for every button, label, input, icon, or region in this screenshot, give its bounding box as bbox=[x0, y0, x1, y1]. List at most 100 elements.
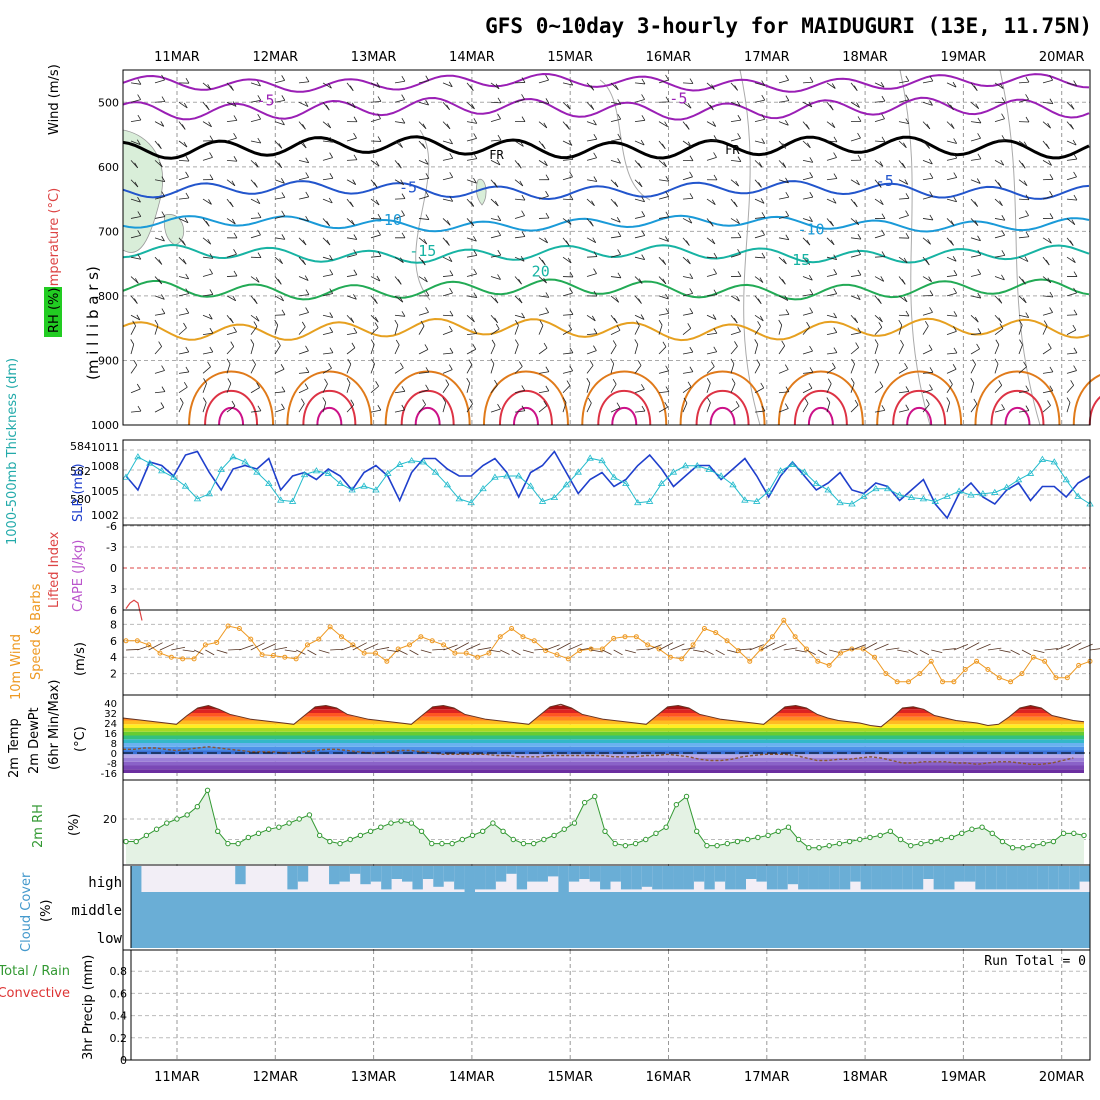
wind-barb bbox=[322, 198, 333, 204]
top-date-label: 19MAR bbox=[941, 50, 987, 65]
wind-barb bbox=[181, 124, 186, 130]
wind-barb bbox=[874, 344, 879, 355]
wind-barb bbox=[610, 383, 617, 393]
cloud-high-bar bbox=[1017, 866, 1028, 890]
wind-barb bbox=[1025, 94, 1029, 100]
wind-barb bbox=[250, 217, 261, 219]
cloud-high-bar bbox=[944, 866, 955, 890]
surface-isotherm bbox=[679, 370, 766, 426]
wind-barb bbox=[924, 320, 929, 327]
wind-barb bbox=[394, 80, 405, 84]
wind-barb bbox=[610, 82, 619, 91]
wind-barb bbox=[670, 643, 685, 651]
wind-barb bbox=[1018, 198, 1030, 201]
temperature-mask bbox=[123, 698, 1084, 727]
wind-barb bbox=[226, 358, 231, 365]
wind-barb bbox=[614, 201, 618, 207]
wind-barb bbox=[1047, 343, 1052, 349]
surface-isotherm bbox=[316, 407, 343, 426]
wind-barb bbox=[881, 136, 886, 143]
wind-barb bbox=[253, 321, 258, 327]
cloud-high-bar bbox=[693, 866, 705, 882]
thickness-marker bbox=[157, 467, 166, 474]
wind-barb bbox=[541, 143, 546, 150]
temperature-tick-label: 8 bbox=[111, 739, 117, 750]
wind-barb bbox=[1066, 218, 1076, 225]
wind-barb bbox=[255, 277, 260, 283]
wind-barb bbox=[1023, 361, 1027, 368]
wind-barb bbox=[1025, 405, 1030, 411]
wind-barb bbox=[442, 352, 453, 355]
wind-barb bbox=[897, 649, 909, 653]
wind-barb bbox=[586, 350, 597, 355]
wind-speed-marker bbox=[475, 654, 481, 660]
wind-barb bbox=[254, 161, 259, 168]
wind-barb bbox=[833, 288, 838, 294]
surface-isotherm bbox=[793, 389, 848, 426]
wind-barb bbox=[569, 365, 574, 372]
rh-marker bbox=[388, 820, 394, 826]
cloud-high-bar bbox=[891, 866, 903, 890]
wind-speed-marker bbox=[735, 648, 741, 654]
wind-barb bbox=[229, 201, 234, 208]
wind-barb bbox=[514, 215, 525, 219]
wind-barb bbox=[663, 161, 667, 168]
wind-barb bbox=[178, 197, 189, 200]
wind-barb bbox=[494, 200, 499, 207]
wind-barb bbox=[730, 218, 740, 225]
wind-speed-marker bbox=[463, 650, 469, 656]
wind-barb bbox=[682, 312, 693, 316]
wind-barb bbox=[202, 82, 211, 90]
wind-barb bbox=[885, 647, 900, 651]
wind-barb bbox=[995, 339, 1000, 345]
wind-barb bbox=[662, 278, 667, 285]
cloud-high-bar bbox=[714, 866, 726, 882]
wind-barb bbox=[1069, 240, 1074, 246]
pressure-tick-label: 600 bbox=[98, 161, 119, 174]
wind-barb bbox=[1049, 307, 1053, 313]
wind-barb bbox=[785, 177, 789, 184]
cloud-high-bar bbox=[558, 866, 570, 892]
cloud-high-bar bbox=[579, 866, 590, 879]
wind-barb bbox=[346, 159, 358, 161]
wind-barb bbox=[424, 276, 428, 283]
wind-barb bbox=[831, 83, 836, 89]
wind-barb bbox=[977, 235, 981, 241]
wind-barb bbox=[377, 251, 382, 257]
wind-barb bbox=[898, 140, 907, 149]
rh-marker bbox=[327, 838, 333, 845]
thickness-marker bbox=[836, 498, 844, 506]
rh-marker bbox=[602, 828, 608, 834]
wind-barb bbox=[350, 317, 355, 323]
wind-barb bbox=[562, 158, 573, 161]
wind-barb bbox=[377, 136, 382, 142]
wind-barb bbox=[950, 123, 955, 129]
rh-marker bbox=[225, 840, 231, 847]
wind-barb bbox=[850, 363, 855, 374]
top-date-label: 14MAR bbox=[449, 50, 495, 65]
wind-barb bbox=[161, 191, 166, 197]
wind-barb bbox=[466, 382, 471, 393]
wind-barb bbox=[994, 198, 1003, 207]
wind-barb bbox=[328, 362, 332, 369]
wind-barb bbox=[658, 319, 663, 326]
isotherm-label: -5 bbox=[399, 179, 417, 197]
wind-barb bbox=[782, 143, 787, 149]
thickness-marker bbox=[1014, 476, 1023, 483]
wind-barb bbox=[178, 351, 189, 355]
wind-barb bbox=[754, 234, 765, 239]
cloud-high-bar bbox=[297, 866, 309, 882]
wind-barb bbox=[301, 321, 306, 328]
wind-barb bbox=[421, 259, 426, 266]
wind-speed-marker bbox=[815, 658, 821, 664]
top-date-label: 15MAR bbox=[547, 50, 593, 65]
wind-barb bbox=[593, 268, 597, 274]
rh-marker bbox=[500, 828, 506, 834]
temperature-tick-label: 40 bbox=[104, 699, 117, 710]
wind-barb bbox=[352, 642, 367, 651]
wind-barb bbox=[350, 399, 355, 405]
wind-barb bbox=[473, 177, 477, 184]
wind-barb bbox=[203, 378, 207, 384]
wind-speed-marker bbox=[361, 650, 367, 656]
wind-barb bbox=[130, 82, 141, 85]
